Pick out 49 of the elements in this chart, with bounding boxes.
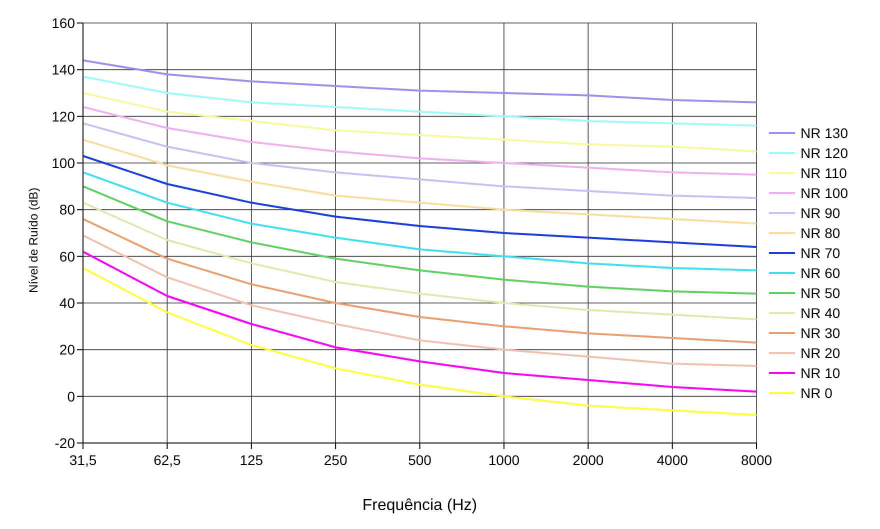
legend-label: NR 130: [800, 125, 848, 141]
line-series: [83, 202, 757, 320]
y-tick-label: 160: [52, 14, 76, 31]
legend-label: NR 50: [800, 285, 840, 301]
line-series: [83, 267, 757, 416]
line-series: [83, 138, 757, 225]
line-series: [83, 76, 757, 127]
x-tick-label: 31,5: [69, 452, 97, 468]
legend-label: NR 100: [800, 185, 848, 201]
y-tick-label: 60: [59, 248, 76, 264]
legend-label: NR 110: [800, 165, 847, 181]
y-tick-label: 80: [59, 202, 76, 218]
line-series: [83, 218, 757, 344]
y-tick-label: 140: [52, 62, 76, 78]
line-series: [83, 106, 757, 176]
line-series: [83, 59, 757, 104]
x-tick-label: 2000: [572, 452, 604, 468]
x-tick-label: 500: [408, 452, 432, 468]
line-series: [83, 185, 757, 295]
legend-label: NR 90: [800, 205, 840, 221]
legend-label: NR 60: [800, 265, 840, 281]
line-series: [83, 234, 757, 367]
line-series: [83, 250, 757, 393]
line-series: [83, 171, 757, 272]
legend-label: NR 40: [800, 305, 840, 321]
x-tick-label: 125: [240, 452, 264, 468]
x-tick-label: 8000: [740, 452, 772, 468]
legend-label: NR 70: [800, 245, 840, 261]
y-tick-label: -20: [54, 434, 76, 451]
legend-label: NR 20: [800, 345, 840, 361]
legend-label: NR 10: [800, 365, 840, 381]
legend-label: NR 120: [800, 145, 848, 161]
y-axis-title: Nível de Ruído (dB): [26, 188, 40, 293]
line-series: [83, 92, 757, 152]
x-axis-title: Frequência (Hz): [362, 497, 478, 514]
x-tick-label: 62,5: [154, 452, 182, 468]
line-series: [83, 122, 757, 199]
y-tick-label: 20: [59, 342, 76, 358]
y-tick-label: 120: [52, 108, 76, 124]
legend-label: NR 30: [800, 325, 840, 341]
x-tick-label: 1000: [488, 452, 520, 468]
line-series: [83, 155, 757, 248]
legend-label: NR 0: [800, 385, 832, 401]
y-tick-label: 40: [59, 294, 76, 311]
y-tick-label: 100: [52, 154, 76, 171]
x-tick-label: 250: [324, 452, 348, 468]
y-tick-label: 0: [67, 388, 76, 404]
legend-label: NR 80: [800, 225, 840, 241]
x-tick-label: 4000: [656, 452, 688, 468]
